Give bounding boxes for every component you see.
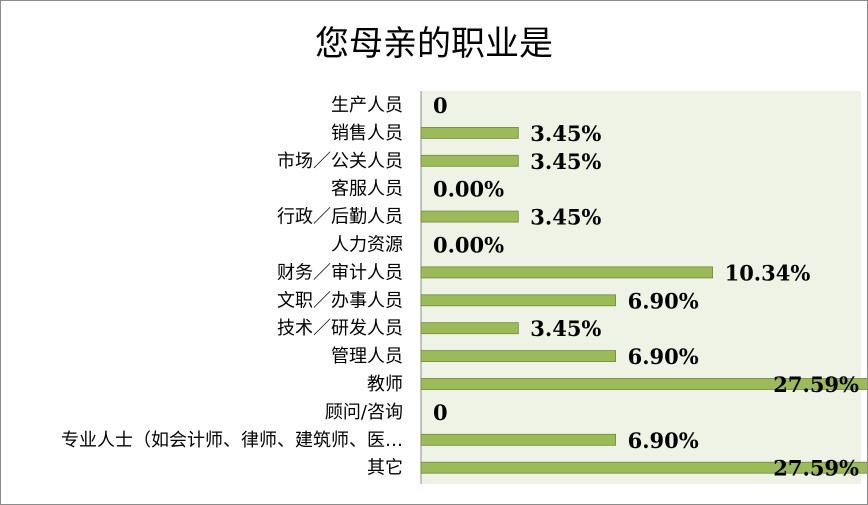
bar bbox=[420, 154, 519, 167]
category-label: 生产人员 bbox=[331, 95, 403, 116]
bar bbox=[420, 127, 519, 139]
data-label: 27.59% bbox=[773, 372, 859, 397]
bar bbox=[420, 322, 519, 335]
bars bbox=[420, 127, 867, 474]
data-label: 3.45% bbox=[530, 205, 601, 230]
category-labels: 生产人员销售人员市场／公关人员客服人员行政／后勤人员人力资源财务／审计人员文职／… bbox=[61, 95, 403, 479]
data-labels: 0 3.45% 3.45% 0.00% 3.45% 0.00% 10.34% 6.90% 3.4… bbox=[433, 93, 859, 481]
data-label: 10.34% bbox=[725, 260, 811, 285]
category-label: 其它 bbox=[367, 458, 403, 479]
category-label: 财务／审计人员 bbox=[277, 262, 403, 283]
data-label: 3.45% bbox=[530, 316, 601, 341]
bar bbox=[420, 210, 519, 223]
bar bbox=[420, 294, 616, 307]
category-label: 管理人员 bbox=[331, 346, 403, 367]
category-label: 专业人士（如会计师、律师、建筑师、医… bbox=[61, 430, 403, 451]
bar bbox=[420, 433, 616, 446]
category-label: 文职／办事人员 bbox=[277, 290, 403, 311]
data-label: 0 bbox=[433, 93, 448, 118]
category-label: 技术／研发人员 bbox=[277, 318, 403, 339]
bar bbox=[420, 266, 713, 279]
data-label: 0 bbox=[433, 400, 448, 425]
category-label: 行政／后勤人员 bbox=[277, 207, 403, 228]
data-label: 0.00% bbox=[433, 233, 504, 258]
bar bbox=[420, 378, 867, 390]
data-label: 3.45% bbox=[530, 121, 601, 146]
chart-title: 您母亲的职业是 bbox=[315, 24, 553, 64]
data-label: 27.59% bbox=[773, 456, 859, 481]
category-label: 人力资源 bbox=[331, 235, 403, 256]
category-label: 教师 bbox=[367, 374, 403, 395]
data-label: 6.90% bbox=[628, 428, 699, 453]
category-label: 客服人员 bbox=[331, 179, 403, 200]
category-label: 市场／公关人员 bbox=[277, 151, 403, 172]
data-label: 6.90% bbox=[628, 288, 699, 313]
data-label: 0.00% bbox=[433, 177, 504, 202]
data-label: 6.90% bbox=[628, 344, 699, 369]
category-label: 顾问/咨询 bbox=[325, 402, 403, 423]
bar bbox=[420, 350, 616, 363]
data-label: 3.45% bbox=[530, 149, 601, 174]
bar bbox=[420, 461, 867, 474]
category-label: 销售人员 bbox=[331, 123, 403, 144]
